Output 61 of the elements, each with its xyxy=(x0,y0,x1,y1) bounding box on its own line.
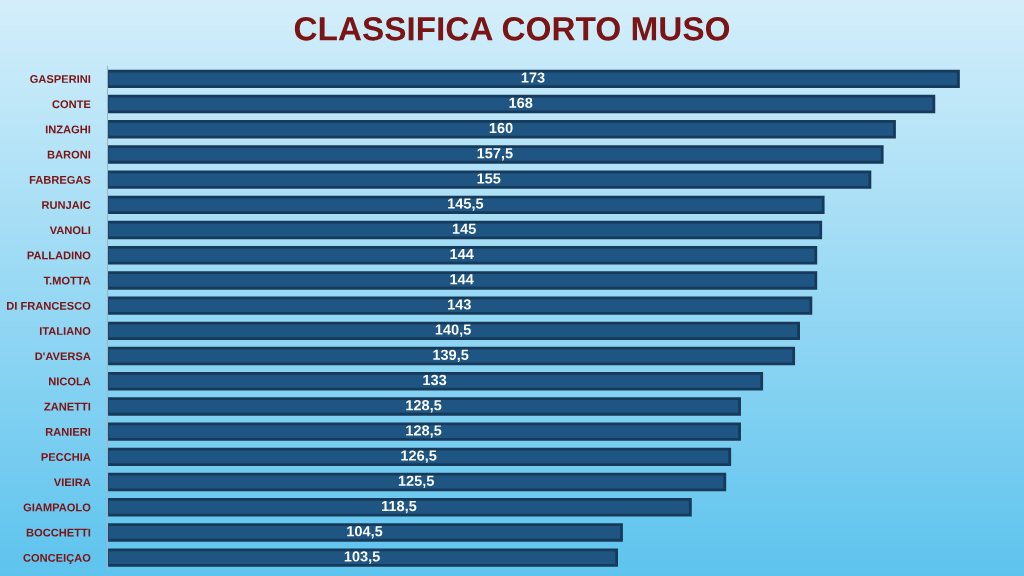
bar xyxy=(107,170,872,189)
data-label: 128,5 xyxy=(406,400,442,413)
data-label: 125,5 xyxy=(398,475,435,489)
y-tick-label: GASPERINI xyxy=(30,75,91,83)
bar xyxy=(107,498,692,517)
y-tick-label: BOCCHETTI xyxy=(26,528,91,537)
bar xyxy=(107,271,818,290)
data-label: 140,5 xyxy=(435,324,471,337)
data-label: 118,5 xyxy=(382,500,417,514)
y-tick-label: D'AVERSA xyxy=(35,352,91,361)
y-tick-label: RANIERI xyxy=(45,428,91,436)
data-label: 144 xyxy=(450,248,474,260)
y-tick-label: CONTE xyxy=(52,100,91,109)
y-tick-label: FABREGAS xyxy=(29,175,91,184)
bar xyxy=(107,422,741,441)
bar xyxy=(107,372,764,391)
data-label: 173 xyxy=(521,72,545,83)
data-label: 139,5 xyxy=(433,349,469,363)
data-label: 104,5 xyxy=(347,526,383,539)
y-tick-label: PECCHIA xyxy=(41,453,91,461)
data-label: 128,5 xyxy=(406,425,442,438)
y-tick-label: DI FRANCESCO xyxy=(7,301,91,310)
bar xyxy=(107,220,823,240)
data-label: 168 xyxy=(509,97,533,108)
bar xyxy=(107,397,741,416)
bar xyxy=(107,321,800,341)
data-label: 145 xyxy=(452,223,476,234)
bar xyxy=(107,69,960,89)
bar xyxy=(107,94,936,114)
y-tick-label: CONCEIÇAO xyxy=(23,553,91,564)
bar xyxy=(107,120,896,139)
data-label: 133 xyxy=(423,374,447,386)
data-label: 103,5 xyxy=(344,551,380,564)
y-tick-label: RUNJAIC xyxy=(42,201,91,209)
data-label: 155 xyxy=(477,173,501,184)
bar xyxy=(107,296,813,315)
y-tick-label: GIAMPAOLO xyxy=(23,503,91,512)
y-tick-label: VIEIRA xyxy=(53,478,91,487)
data-label: 145,5 xyxy=(448,198,484,211)
y-tick-label: NICOLA xyxy=(49,377,91,386)
data-label: 157,5 xyxy=(477,148,513,161)
data-label: 126,5 xyxy=(401,450,437,463)
data-label: 144 xyxy=(450,274,474,285)
data-label: 160 xyxy=(489,122,513,134)
y-tick-label: ZANETTI xyxy=(44,402,91,411)
y-tick-label: BARONI xyxy=(47,150,91,159)
bar xyxy=(107,472,727,492)
bar xyxy=(107,523,623,542)
bar xyxy=(107,195,825,215)
bar xyxy=(107,246,818,265)
y-tick-label: T.MOTTA xyxy=(43,276,91,285)
y-tick-label: ITALIANO xyxy=(39,327,91,335)
bar xyxy=(107,145,884,164)
bar xyxy=(107,346,796,366)
bar xyxy=(107,447,732,467)
y-tick-label: PALLADINO xyxy=(27,251,91,260)
chart-title: CLASSIFICA CORTO MUSO xyxy=(294,17,730,41)
bar xyxy=(107,548,618,567)
y-tick-label: INZAGHI xyxy=(45,125,91,134)
y-tick-label: VANOLI xyxy=(49,226,91,235)
data-label: 143 xyxy=(447,299,471,310)
